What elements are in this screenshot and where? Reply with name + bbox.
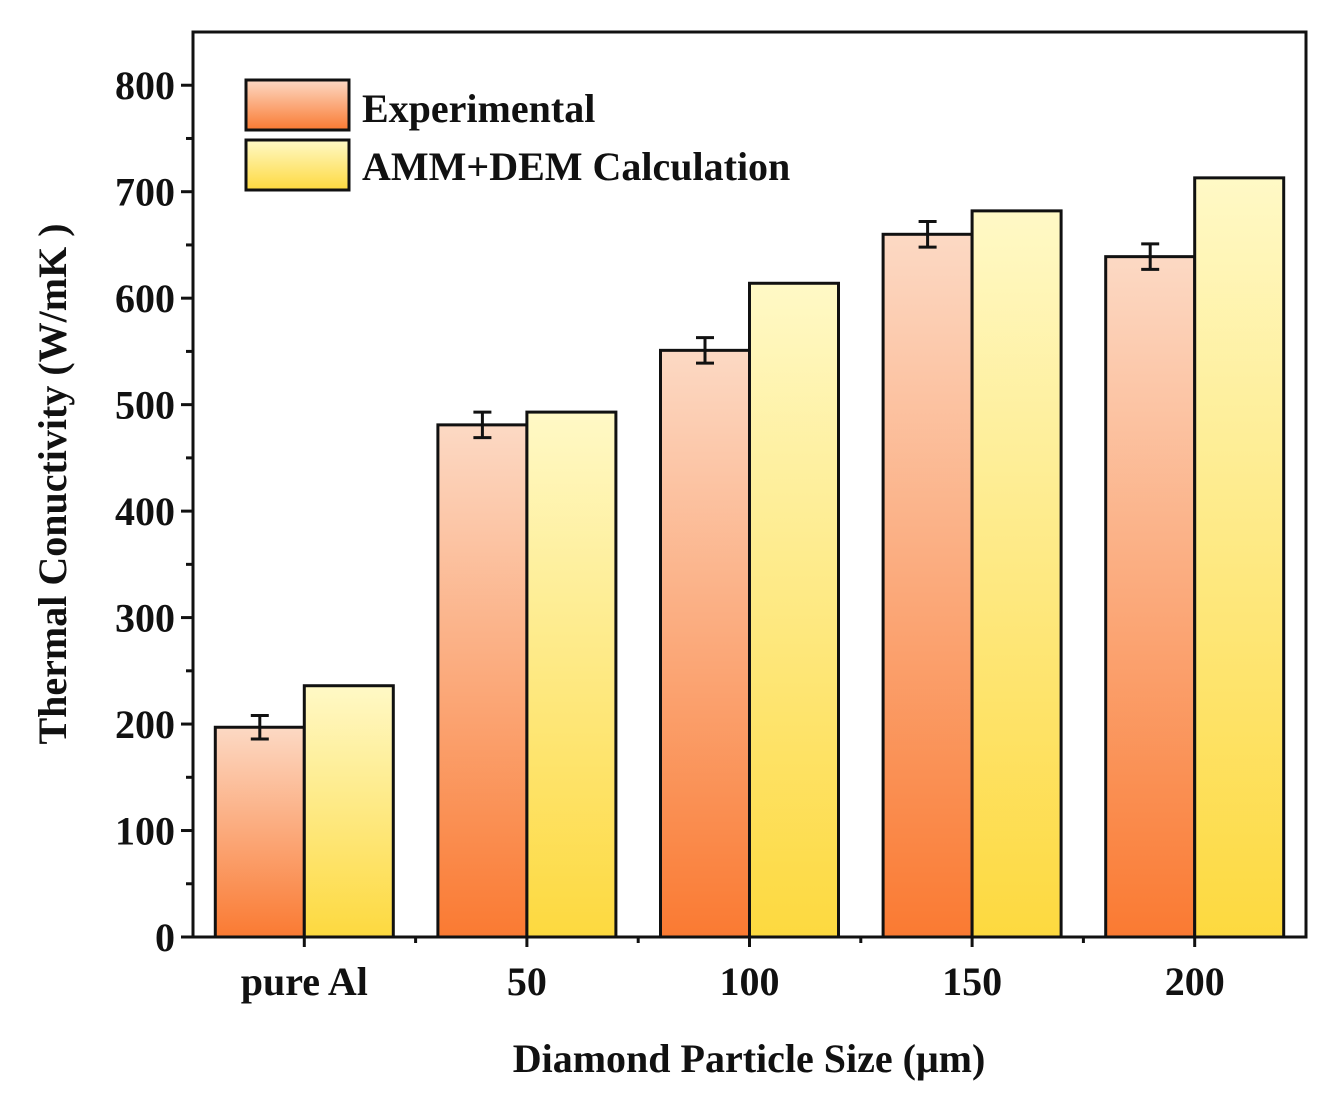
bar-experimental-4 <box>1104 255 1197 939</box>
x-tick-label-2: 100 <box>720 959 780 1004</box>
y-tick-label-2: 200 <box>115 702 175 747</box>
y-tick-label-5: 500 <box>115 383 175 428</box>
y-tick-label-6: 600 <box>115 276 175 321</box>
bar-experimental-2 <box>659 348 751 939</box>
bar-amm-dem-calculation-2 <box>748 281 840 939</box>
bars-group <box>213 176 1286 939</box>
y-axis-title: Thermal Conuctivity (W/mK ) <box>30 223 75 744</box>
legend-label-experimental: Experimental <box>362 86 595 131</box>
y-axis-ticks: 0 100 200 300 400 500 600 700 800 <box>115 63 193 960</box>
error-bars-group <box>250 220 1160 741</box>
error-bar-4 <box>1141 242 1160 271</box>
bar-experimental-1 <box>436 423 529 939</box>
bar-amm-dem-calculation-1 <box>525 410 618 939</box>
y-tick-label-0: 0 <box>155 915 175 960</box>
error-bar-0 <box>250 714 269 741</box>
legend-swatch-calculation <box>244 138 351 192</box>
error-bar-2 <box>696 336 714 365</box>
legend-swatch-experimental <box>244 78 351 132</box>
x-axis-title: Diamond Particle Size (μm) <box>513 1036 986 1081</box>
y-tick-label-7: 700 <box>115 170 175 215</box>
x-tick-label-0: pure Al <box>241 959 368 1004</box>
error-bar-1 <box>473 410 492 440</box>
bar-experimental-3 <box>881 232 974 939</box>
error-bar-3 <box>918 220 937 249</box>
legend: Experimental AMM+DEM Calculation <box>244 78 790 192</box>
y-tick-label-4: 400 <box>115 489 175 534</box>
x-axis-ticks: pure Al 50 100 150 200 <box>241 937 1225 1004</box>
bar-amm-dem-calculation-3 <box>970 209 1063 939</box>
x-tick-label-1: 50 <box>507 959 547 1004</box>
bar-experimental-0 <box>213 725 306 939</box>
y-tick-label-8: 800 <box>115 63 175 108</box>
bar-amm-dem-calculation-0 <box>302 684 395 939</box>
y-tick-label-1: 100 <box>115 809 175 854</box>
bar-amm-dem-calculation-4 <box>1193 176 1286 939</box>
y-tick-label-3: 300 <box>115 596 175 641</box>
x-tick-label-4: 200 <box>1165 959 1225 1004</box>
legend-label-calculation: AMM+DEM Calculation <box>362 144 790 189</box>
x-tick-label-3: 150 <box>942 959 1002 1004</box>
